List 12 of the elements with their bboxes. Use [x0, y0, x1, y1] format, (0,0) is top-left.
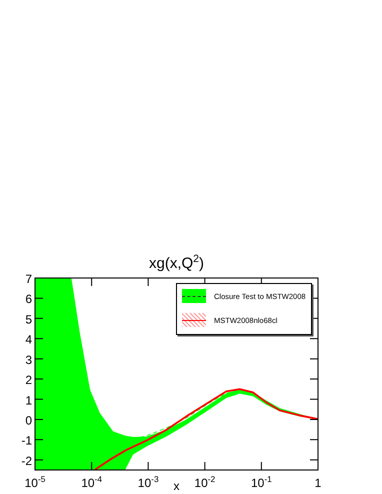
y-tick-label: 7: [25, 272, 32, 286]
y-tick-label: 0: [25, 413, 32, 428]
y-tick-label: 2: [25, 373, 32, 388]
x-tick-label: 1: [314, 476, 322, 490]
y-tick-label: 4: [25, 332, 32, 347]
y-tick-label: -2: [21, 454, 32, 468]
x-axis-title: x: [174, 479, 180, 493]
y-tick-label: 3: [25, 352, 32, 367]
y-tick-label: 5: [25, 312, 32, 326]
y-tick-label: 1: [25, 393, 32, 408]
y-tick-label: 6: [25, 292, 32, 306]
y-tick-label: -1: [21, 434, 32, 448]
